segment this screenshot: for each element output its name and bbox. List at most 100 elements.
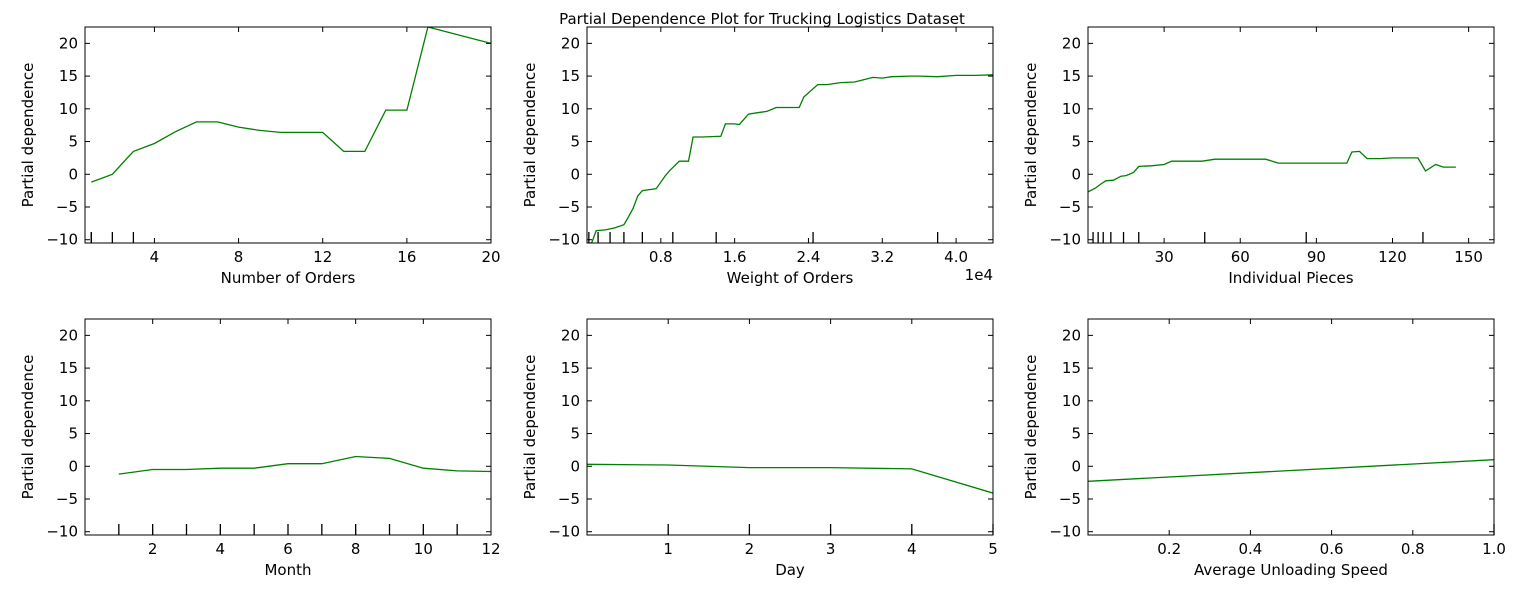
- x-axis-label: Number of Orders: [221, 269, 356, 287]
- x-tick-label: 12: [313, 248, 332, 266]
- y-tick-label: 0: [570, 457, 580, 475]
- y-tick-label: 0: [1071, 457, 1081, 475]
- y-axis-label: Partial dependence: [521, 355, 539, 500]
- x-tick-label: 30: [1155, 248, 1174, 266]
- y-tick-label: 20: [1062, 326, 1081, 344]
- x-tick-label: 60: [1231, 248, 1250, 266]
- subplot-4: 2 4 6 8 10 12 −10 −5 0 5 10 15 20 Month Partial depend…: [19, 318, 501, 579]
- y-tick-label: 20: [1062, 34, 1081, 52]
- x-tick-label: 1.0: [1482, 540, 1506, 558]
- y-axis-label: Partial dependence: [1022, 63, 1040, 208]
- y-tick-label: 5: [570, 425, 580, 443]
- y-axis-label: Partial dependence: [19, 355, 37, 500]
- y-tick-label: 5: [68, 425, 78, 443]
- x-tick-label: 0.8: [649, 248, 673, 266]
- x-offset-label: 1e4: [965, 266, 993, 284]
- y-tick-label: 15: [1062, 359, 1081, 377]
- x-axis-label: Day: [775, 561, 805, 579]
- x-tick-label: 5: [988, 540, 998, 558]
- y-tick-label: −10: [1049, 523, 1081, 541]
- plot-frame: [84, 26, 492, 244]
- series-line: [588, 74, 993, 243]
- x-tick-label: 2.4: [797, 248, 821, 266]
- series-line: [118, 455, 491, 475]
- x-axis-label: Average Unloading Speed: [1194, 561, 1388, 579]
- y-tick-label: 20: [561, 34, 580, 52]
- x-tick-label: 16: [397, 248, 416, 266]
- y-tick-label: −5: [56, 490, 78, 508]
- y-tick-label: 20: [561, 326, 580, 344]
- y-tick-label: 20: [59, 34, 78, 52]
- y-tick-label: 20: [59, 326, 78, 344]
- plot-frame: [1087, 318, 1495, 536]
- x-tick-label: 0.8: [1401, 540, 1425, 558]
- x-axis-label: Month: [264, 561, 311, 579]
- plot-frame: [586, 26, 994, 244]
- plot-frame: [84, 318, 492, 536]
- x-tick-label: 0.4: [1238, 540, 1262, 558]
- x-tick-label: 0.2: [1157, 540, 1181, 558]
- x-axis-label: Individual Pieces: [1228, 269, 1353, 287]
- y-tick-label: 15: [1062, 67, 1081, 85]
- x-tick-label: 4: [216, 540, 226, 558]
- y-tick-label: −10: [548, 523, 580, 541]
- x-tick-label: 0.6: [1320, 540, 1344, 558]
- y-tick-label: −10: [46, 231, 78, 249]
- x-tick-label: 8: [351, 540, 361, 558]
- x-tick-label: 3.2: [870, 248, 894, 266]
- y-tick-label: 10: [561, 392, 580, 410]
- subplot-1: 4 8 12 16 20 −10 −5 0 5 10 15 20 Number of Orders Par…: [19, 26, 501, 287]
- y-tick-label: 0: [1071, 165, 1081, 183]
- y-tick-label: −5: [1059, 198, 1081, 216]
- x-tick-label: 4.0: [944, 248, 968, 266]
- y-tick-label: −5: [558, 198, 580, 216]
- y-tick-label: −5: [558, 490, 580, 508]
- y-tick-label: −10: [548, 231, 580, 249]
- y-tick-label: −10: [1049, 231, 1081, 249]
- y-tick-label: 5: [68, 133, 78, 151]
- x-tick-label: 6: [283, 540, 293, 558]
- x-tick-label: 12: [481, 540, 500, 558]
- y-tick-label: 15: [561, 359, 580, 377]
- series-line: [587, 463, 993, 494]
- x-tick-label: 20: [481, 248, 500, 266]
- x-tick-label: 90: [1307, 248, 1326, 266]
- x-tick-label: 2: [148, 540, 158, 558]
- y-tick-label: 0: [68, 165, 78, 183]
- y-tick-label: 15: [59, 359, 78, 377]
- x-tick-label: 10: [414, 540, 433, 558]
- x-tick-label: 1: [663, 540, 673, 558]
- x-tick-label: 4: [907, 540, 917, 558]
- plot-frame: [1087, 26, 1495, 244]
- x-tick-label: 1.6: [723, 248, 747, 266]
- y-tick-label: −5: [56, 198, 78, 216]
- x-tick-label: 2: [745, 540, 755, 558]
- y-tick-label: 10: [1062, 392, 1081, 410]
- series-line: [1088, 150, 1456, 193]
- y-tick-label: 5: [1071, 133, 1081, 151]
- y-tick-label: −5: [1059, 490, 1081, 508]
- y-tick-label: −10: [46, 523, 78, 541]
- y-axis-label: Partial dependence: [19, 63, 37, 208]
- x-tick-label: 8: [234, 248, 244, 266]
- subplot-6: 0.2 0.4 0.6 0.8 1.0 −10 −5 0 5 10 15 20 Average Unlo…: [1022, 318, 1506, 579]
- series-line: [1088, 459, 1494, 482]
- y-tick-label: 15: [59, 67, 78, 85]
- y-tick-label: 5: [1071, 425, 1081, 443]
- y-tick-label: 5: [570, 133, 580, 151]
- plot-frame: [586, 318, 994, 536]
- x-axis-label: Weight of Orders: [727, 269, 854, 287]
- y-tick-label: 10: [561, 100, 580, 118]
- subplot-2: 0.8 1.6 2.4 3.2 4.0 −10 −5 0 5 10 15 20 Weight of Or…: [521, 26, 994, 287]
- y-tick-label: 0: [570, 165, 580, 183]
- y-tick-label: 10: [59, 392, 78, 410]
- x-tick-label: 3: [826, 540, 836, 558]
- x-tick-label: 150: [1454, 248, 1483, 266]
- x-tick-label: 120: [1378, 248, 1407, 266]
- figure-title: Partial Dependence Plot for Trucking Log…: [559, 10, 965, 28]
- y-tick-label: 0: [68, 457, 78, 475]
- y-tick-label: 15: [561, 67, 580, 85]
- subplot-5: 1 2 3 4 5 −10 −5 0 5 10 15 20 Day Partial dependence: [521, 318, 998, 579]
